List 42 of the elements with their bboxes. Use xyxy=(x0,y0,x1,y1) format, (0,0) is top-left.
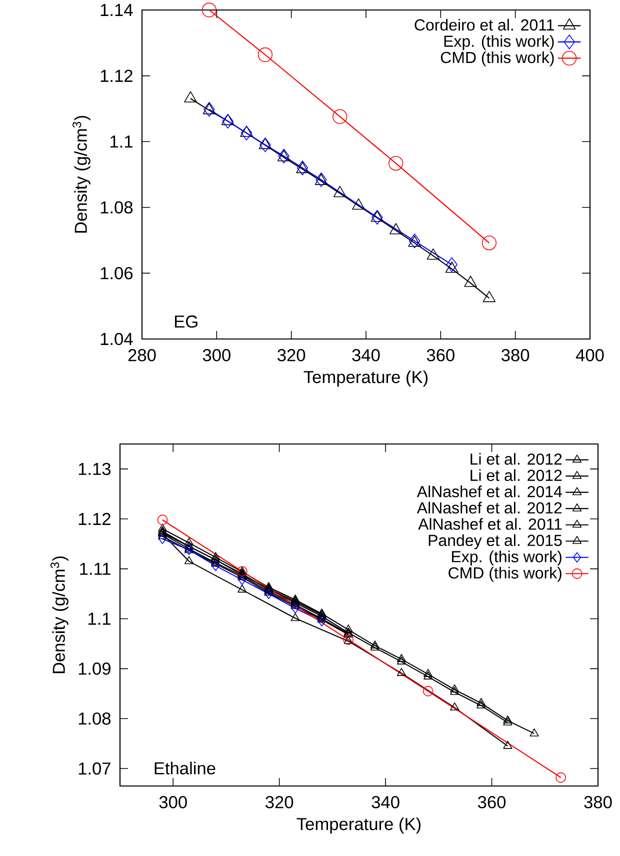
legend-label: CMD (this work) xyxy=(440,51,554,66)
y-tick-label: 1.09 xyxy=(78,662,110,675)
legend-label: Pandey et al. 2015 xyxy=(428,534,562,550)
y-tick-label: 1.1 xyxy=(88,612,110,625)
y-tick-label: 1.06 xyxy=(100,267,133,280)
y-tick-label: 1.08 xyxy=(78,712,111,725)
legend-label: AlNashef et al. 2014 xyxy=(416,486,562,498)
x-tick-label: 400 xyxy=(576,349,604,362)
x-tick-label: 320 xyxy=(266,796,294,808)
legend-label: Exp. (this work) xyxy=(444,35,554,50)
y-tick-label: 1.13 xyxy=(78,462,111,476)
y-axis-title: Density (g/cm$^{3}$) xyxy=(50,556,68,674)
y-tick-label: 1.11 xyxy=(80,562,110,575)
x-tick-label: 380 xyxy=(584,796,612,808)
annotation: Ethaline xyxy=(154,762,216,774)
legend-label: Cordeiro et al. 2011 xyxy=(414,18,554,31)
annotation: EG xyxy=(175,315,198,328)
y-tick-label: 1.14 xyxy=(100,4,133,16)
x-tick-label: 280 xyxy=(128,349,156,362)
y-tick-label: 1.1 xyxy=(110,136,132,148)
legend-label: AlNashef et al. 2012 xyxy=(416,502,562,514)
legend-label: Li et al. 2012 xyxy=(470,469,562,482)
x-tick-label: 380 xyxy=(502,349,530,362)
legend-label: Exp. (this work) xyxy=(452,550,562,566)
y-tick-label: 1.04 xyxy=(100,332,133,346)
x-tick-label: 320 xyxy=(278,349,306,362)
y-tick-label: 1.12 xyxy=(100,70,132,82)
legend-label: AlNashef et al. 2011 xyxy=(418,518,562,530)
x-axis-title: Temperature (K) xyxy=(304,370,428,387)
x-tick-label: 340 xyxy=(372,796,400,808)
legend-label: Li et al. 2012 xyxy=(470,453,562,465)
x-axis-title: Temperature (K) xyxy=(296,817,421,834)
x-tick-label: 360 xyxy=(426,349,454,362)
y-tick-label: 1.12 xyxy=(78,512,110,525)
x-tick-label: 360 xyxy=(478,796,506,808)
x-tick-label: 300 xyxy=(159,796,187,808)
y-tick-label: 1.08 xyxy=(100,201,133,214)
x-tick-label: 340 xyxy=(352,349,380,362)
y-axis-title: Density (g/cm$^{3}$) xyxy=(72,116,90,233)
y-tick-label: 1.07 xyxy=(78,762,110,775)
x-tick-label: 300 xyxy=(202,349,230,362)
legend-label: CMD (this work) xyxy=(448,566,562,582)
